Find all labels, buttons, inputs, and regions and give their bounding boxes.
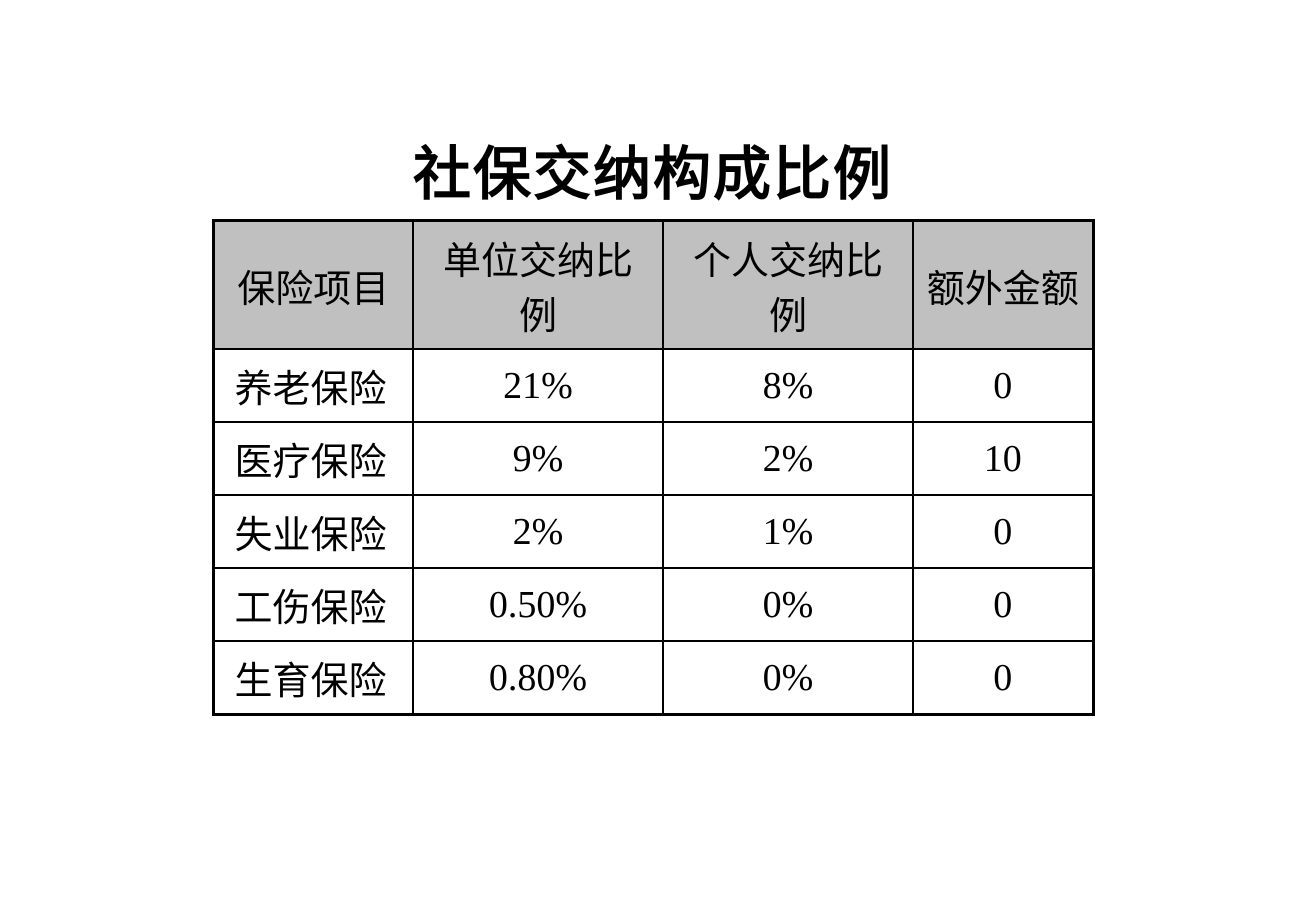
cell-extra-amount: 0 — [913, 641, 1093, 715]
header-insurance-item: 保险项目 — [213, 221, 413, 350]
cell-insurance-name: 养老保险 — [213, 349, 413, 422]
cell-personal-rate: 0% — [663, 641, 913, 715]
table-header-row: 保险项目 单位交纳比例 个人交纳比例 额外金额 — [213, 221, 1093, 350]
cell-company-rate: 0.50% — [413, 568, 663, 641]
cell-personal-rate: 0% — [663, 568, 913, 641]
table-row: 工伤保险 0.50% 0% 0 — [213, 568, 1093, 641]
table-row: 失业保险 2% 1% 0 — [213, 495, 1093, 568]
cell-personal-rate: 8% — [663, 349, 913, 422]
header-company-rate: 单位交纳比例 — [413, 221, 663, 350]
cell-extra-amount: 0 — [913, 495, 1093, 568]
cell-company-rate: 2% — [413, 495, 663, 568]
page-title: 社保交纳构成比例 — [413, 127, 893, 211]
cell-company-rate: 9% — [413, 422, 663, 495]
header-personal-rate: 个人交纳比例 — [663, 221, 913, 350]
cell-insurance-name: 工伤保险 — [213, 568, 413, 641]
cell-insurance-name: 失业保险 — [213, 495, 413, 568]
cell-company-rate: 21% — [413, 349, 663, 422]
cell-extra-amount: 10 — [913, 422, 1093, 495]
content-container: 社保交纳构成比例 保险项目 单位交纳比例 个人交纳比例 额外金额 养老保险 21… — [212, 127, 1095, 716]
cell-insurance-name: 生育保险 — [213, 641, 413, 715]
table-row: 医疗保险 9% 2% 10 — [213, 422, 1093, 495]
cell-company-rate: 0.80% — [413, 641, 663, 715]
insurance-table: 保险项目 单位交纳比例 个人交纳比例 额外金额 养老保险 21% 8% 0 医疗… — [212, 219, 1095, 716]
cell-insurance-name: 医疗保险 — [213, 422, 413, 495]
cell-extra-amount: 0 — [913, 349, 1093, 422]
cell-personal-rate: 1% — [663, 495, 913, 568]
cell-extra-amount: 0 — [913, 568, 1093, 641]
table-row: 养老保险 21% 8% 0 — [213, 349, 1093, 422]
header-extra-amount: 额外金额 — [913, 221, 1093, 350]
table-row: 生育保险 0.80% 0% 0 — [213, 641, 1093, 715]
cell-personal-rate: 2% — [663, 422, 913, 495]
